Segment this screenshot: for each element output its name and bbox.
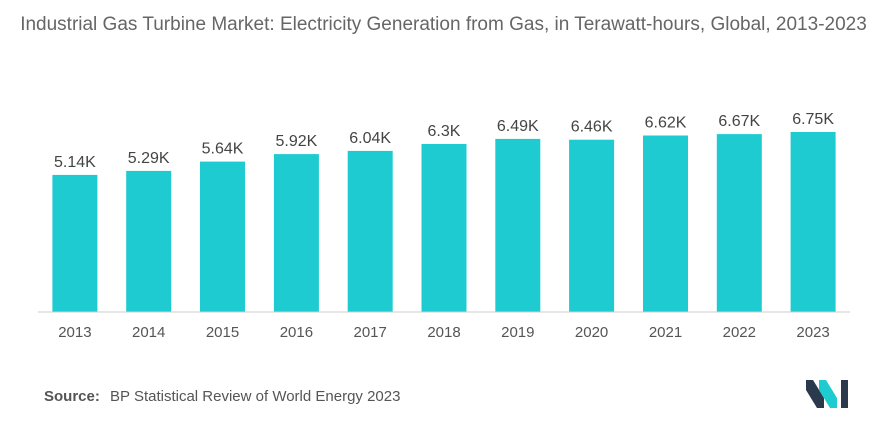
value-label-2020: 6.46K	[571, 119, 613, 136]
brand-logo-icon	[806, 380, 848, 408]
bar-2020	[569, 139, 615, 312]
x-tick-label-2014: 2014	[132, 324, 165, 341]
bars-layer	[52, 132, 836, 312]
bar-2017	[347, 150, 393, 312]
x-tick-label-2018: 2018	[427, 324, 460, 341]
x-tick-label-2021: 2021	[649, 324, 682, 341]
bar-2023	[790, 132, 836, 312]
bar-2021	[643, 135, 688, 312]
value-label-2018: 6.3K	[428, 123, 461, 140]
value-label-2016: 5.92K	[275, 133, 317, 150]
bar-2022	[716, 134, 762, 312]
source-label: Source:	[44, 388, 100, 405]
bar-2016	[273, 154, 319, 312]
chart-title: Industrial Gas Turbine Market: Electrici…	[20, 14, 867, 35]
bar-2018	[421, 144, 467, 312]
bar-2013	[52, 174, 98, 312]
logo-mid-shape	[819, 380, 837, 408]
logo-right-shape	[841, 380, 848, 408]
bar-2015	[200, 161, 245, 312]
x-tick-label-2013: 2013	[58, 324, 91, 341]
value-label-2022: 6.67K	[718, 113, 760, 130]
x-tick-label-2022: 2022	[723, 324, 756, 341]
value-label-2023: 6.75K	[792, 111, 834, 128]
value-label-2017: 6.04K	[349, 130, 391, 147]
x-tick-label-2019: 2019	[501, 324, 534, 341]
value-label-2015: 5.64K	[202, 141, 244, 158]
value-label-2014: 5.29K	[128, 150, 170, 167]
bar-2014	[126, 170, 172, 312]
value-label-2021: 6.62K	[645, 115, 687, 132]
x-tick-label-2023: 2023	[796, 324, 829, 341]
x-tick-label-2015: 2015	[206, 324, 239, 341]
value-labels-layer: 5.14K 5.29K 5.64K 5.92K 6.04K 6.3K 6.49K 6.46K 6…	[54, 111, 834, 171]
source-text: BP Statistical Review of World Energy 20…	[110, 388, 401, 405]
value-label-2013: 5.14K	[54, 154, 96, 171]
x-tick-label-2020: 2020	[575, 324, 608, 341]
bar-2019	[495, 138, 541, 312]
source-note: Source: BP Statistical Review of World E…	[44, 388, 400, 405]
x-tick-label-2016: 2016	[280, 324, 313, 341]
x-tick-label-2017: 2017	[354, 324, 387, 341]
logo-left-shape	[806, 380, 824, 408]
value-label-2019: 6.49K	[497, 118, 539, 135]
x-ticks-layer: 2013 2014 2015 2016 2017 2018 2019 2020 2021 2022…	[58, 324, 830, 341]
